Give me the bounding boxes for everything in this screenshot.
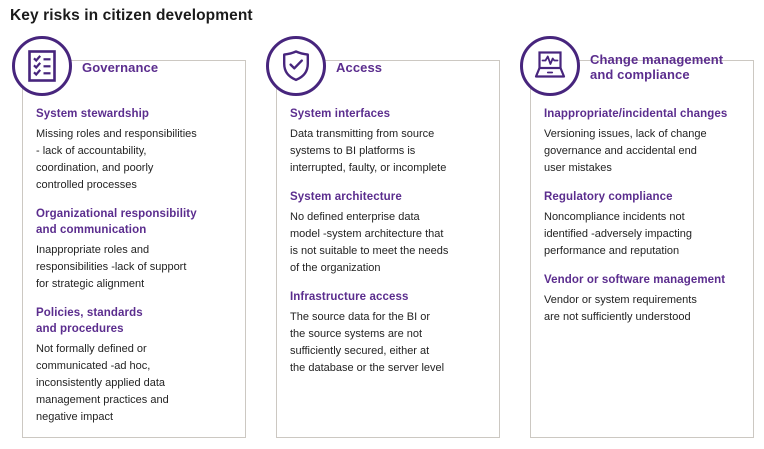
column-content: System interfaces Data transmitting from… [276,60,500,389]
section-body: Inappropriate roles and responsibilities… [36,244,187,290]
section-body: Data transmitting from source systems to… [290,128,447,174]
column-title: Governance [82,59,159,75]
column-content: Inappropriate/incidental changes Version… [530,60,754,338]
section-heading: Policies, standards and procedures [36,307,143,335]
section-body: Versioning issues, lack of change govern… [544,128,707,174]
page-title: Key risks in citizen development [10,7,253,24]
section-heading: Inappropriate/incidental changes [544,108,728,120]
risk-section: System stewardship Missing roles and res… [36,106,238,194]
risk-section: Inappropriate/incidental changes Version… [544,106,746,177]
risk-section: Infrastructure access The source data fo… [290,289,492,377]
risk-column-governance: Governance System stewardship Missing ro… [12,36,256,439]
column-icon-circle [520,36,580,96]
section-heading: Organizational responsibility and commun… [36,208,197,236]
shield-check-icon [281,49,311,83]
section-body: Noncompliance incidents not identified -… [544,211,692,257]
section-body: Not formally defined or communicated -ad… [36,343,169,423]
section-body: No defined enterprise data model -system… [290,211,449,274]
section-heading: Regulatory compliance [544,191,673,203]
column-title: Change management and compliance [590,52,724,82]
risk-section: Organizational responsibility and commun… [36,206,238,293]
section-body: Vendor or system requirements are not su… [544,294,697,323]
column-box [22,60,246,438]
column-title: Access [336,59,383,75]
section-body: Missing roles and responsibilities - lac… [36,128,197,191]
risk-section: Vendor or software management Vendor or … [544,272,746,326]
section-heading: System interfaces [290,108,391,120]
section-heading: System stewardship [36,108,150,120]
column-box [276,60,500,438]
risk-section: System architecture No defined enterpris… [290,189,492,277]
column-icon-circle [12,36,72,96]
risk-section: System interfaces Data transmitting from… [290,106,492,177]
section-heading: Infrastructure access [290,291,409,303]
risk-section: Regulatory compliance Noncompliance inci… [544,189,746,260]
risk-column-access: Access System interfaces Data transmitti… [266,36,510,439]
section-heading: Vendor or software management [544,274,726,286]
column-content: System stewardship Missing roles and res… [22,60,246,438]
laptop-pulse-icon [533,51,567,81]
column-box [530,60,754,438]
risk-column-change-management: Change management and compliance Inappro… [520,36,764,439]
checklist-icon [28,50,56,82]
section-heading: System architecture [290,191,402,203]
risk-section: Policies, standards and procedures Not f… [36,305,238,426]
column-icon-circle [266,36,326,96]
section-body: The source data for the BI or the source… [290,311,445,374]
